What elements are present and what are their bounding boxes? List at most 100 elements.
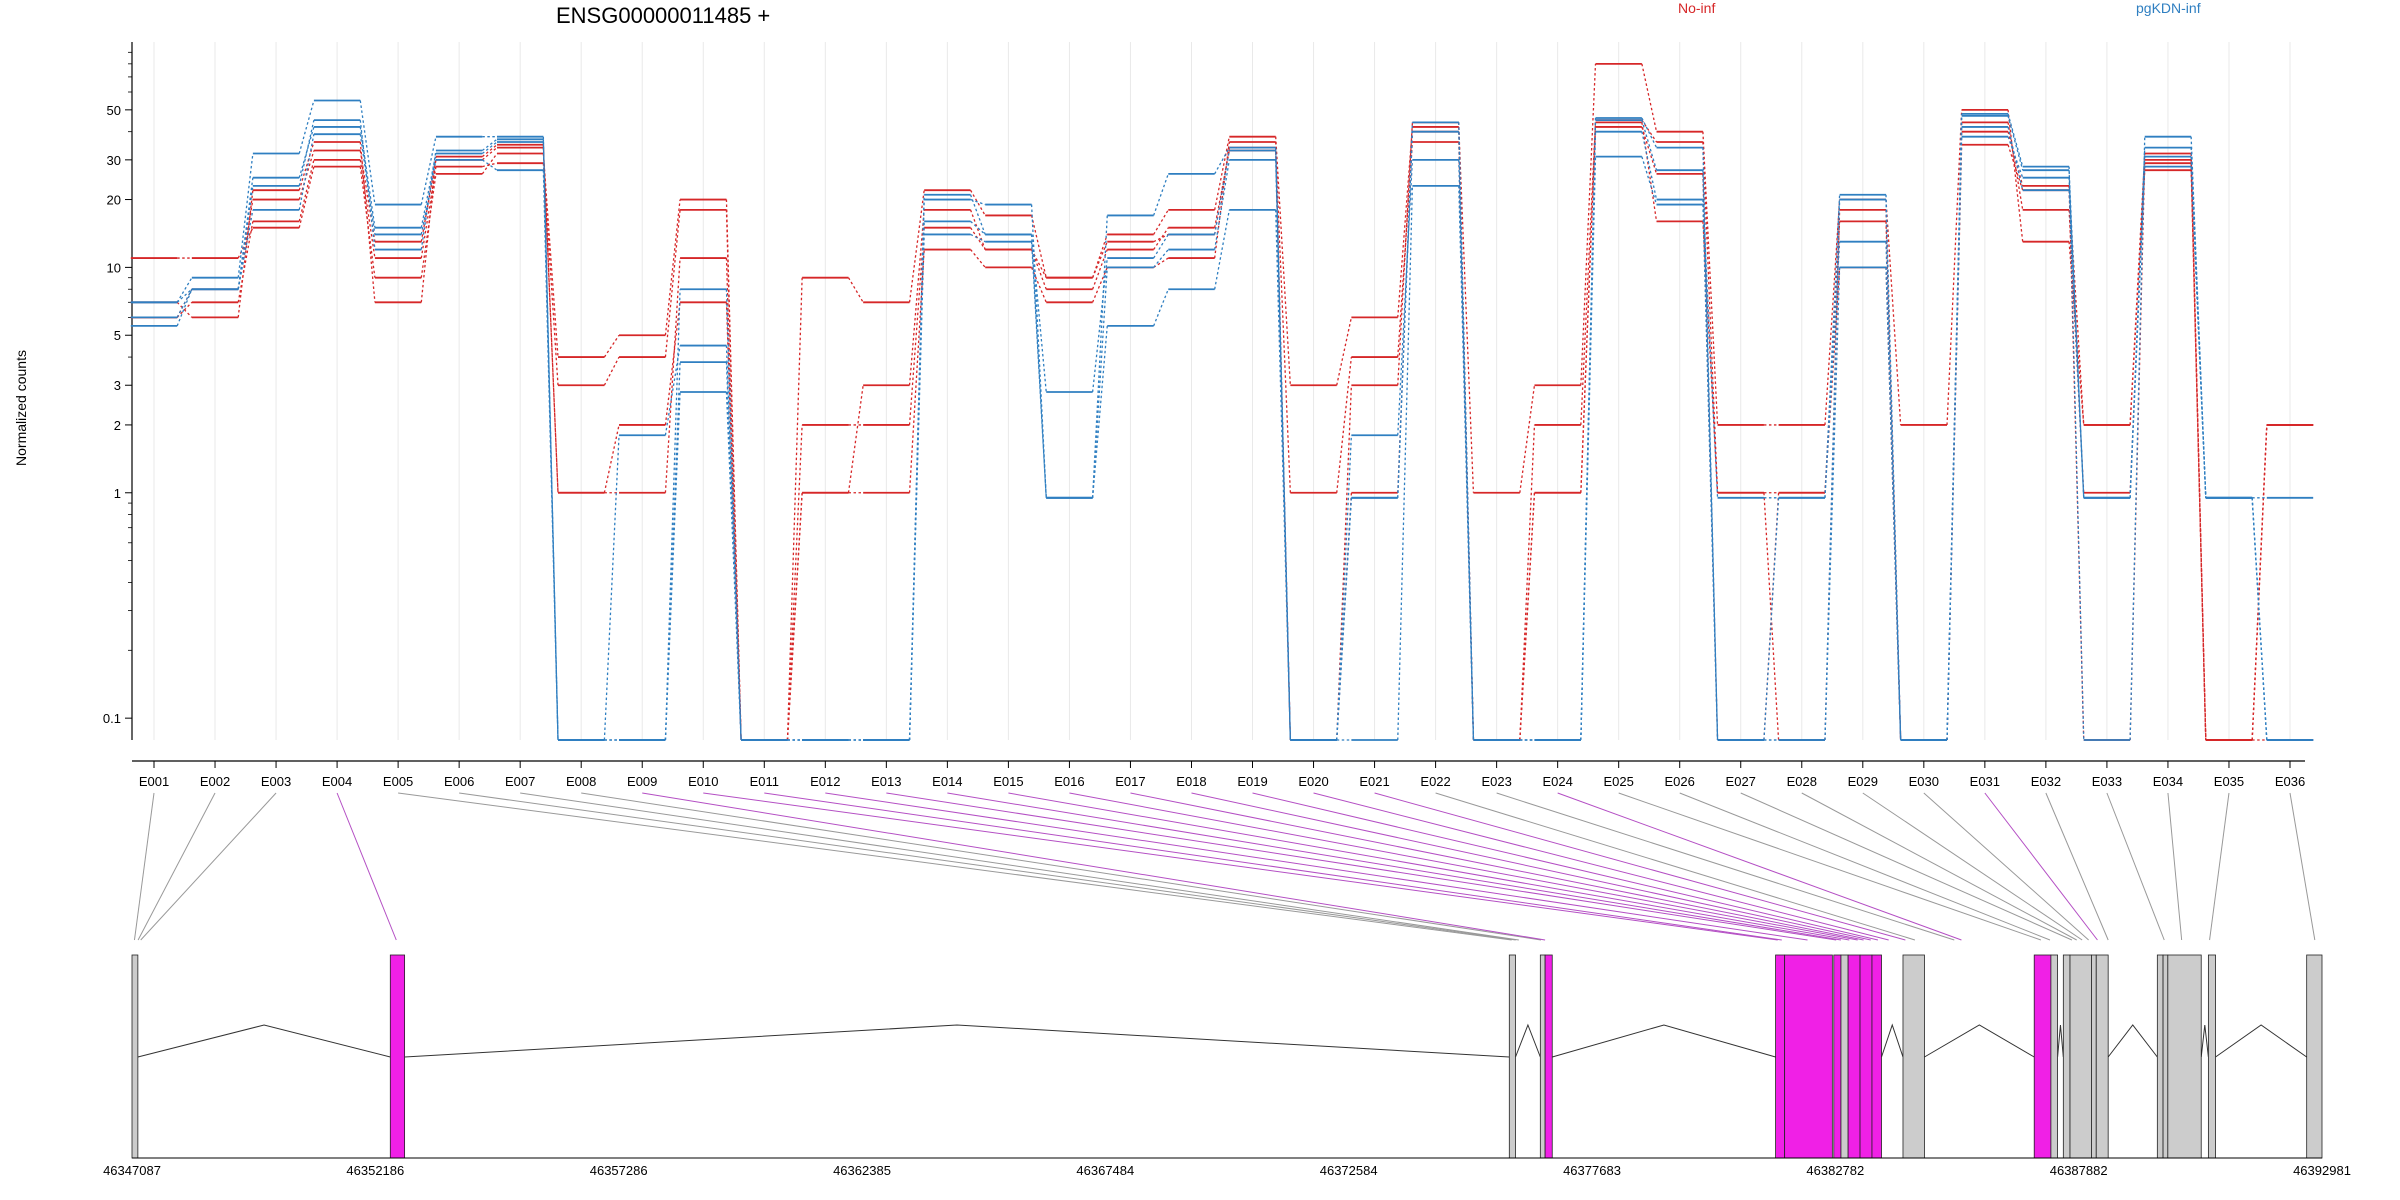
exon-block [2069,954,2092,1159]
series-transition [176,288,193,327]
series-transition [969,194,986,235]
series-transition [970,233,986,243]
x-tick-label: E022 [1420,774,1450,789]
series-transition [1153,173,1169,216]
genome-axis-label: 46367484 [1076,1163,1134,1178]
series-transition [2068,190,2085,498]
series-pgkdn-inf-7 [130,119,2314,741]
series-no-inf-2 [130,126,2314,741]
series-transition [359,120,376,250]
series-transition [1214,209,1230,290]
x-tick-label: E020 [1298,774,1328,789]
series-transition [481,144,498,158]
series-transition [1946,109,1963,425]
genome-axis-label: 46352186 [346,1163,404,1178]
exon-connector [336,792,397,941]
x-tick-label: E003 [261,774,291,789]
exon-connector [947,792,1842,941]
x-tick-label: E023 [1481,774,1511,789]
series-transition [420,150,437,250]
series-transition [1824,267,1841,741]
series-no-inf-3 [130,121,2314,741]
exon-connector [581,792,1542,941]
exon-connector [2106,792,2165,941]
x-tick-label: E002 [200,774,230,789]
series-transition [1153,209,1169,235]
series-transition [908,249,925,493]
series-transition [176,277,193,303]
series-transition [1702,170,1719,741]
exon-connector [137,792,216,941]
series-transition [2190,166,2207,498]
exon-connector [703,792,1778,941]
series-transition [908,227,925,425]
series-transition [1397,185,1414,741]
series-transition [1030,204,1047,498]
series-transition [1580,122,1597,493]
series-transition [1397,126,1414,318]
series-transition [1031,249,1047,278]
genome-axis-label: 46362385 [833,1163,891,1178]
genome-axis-label: 46392981 [2293,1163,2351,1178]
series-transition [1641,156,1658,205]
series-transition [1091,325,1108,498]
series-transition [298,120,315,186]
series-transition [1336,385,1353,741]
series-transition [1091,257,1108,393]
y-tick-label: 2 [114,418,121,433]
legend-pgkdn-inf: pgKDN-inf [2136,0,2201,16]
series-transition [1336,317,1353,386]
series-transition [2068,190,2085,425]
series-transition [298,166,315,228]
series-transition [1580,120,1597,425]
exon-block [2091,954,2097,1159]
series-transition [1641,119,1658,171]
exon-block [2162,954,2169,1159]
series-transition [1153,288,1169,327]
series-transition [1091,267,1108,498]
series-transition [1641,63,1658,132]
series-transition [237,153,254,278]
series-transition [237,190,254,318]
series-transition [1030,215,1047,278]
exon-connector [1008,792,1850,941]
legend-no-inf: No-inf [1678,0,1715,16]
y-axis: 0.1 1 2 3 5 10 20 30 50 [103,42,133,740]
series-transition [1946,126,1963,741]
series-pgkdn-inf-6 [130,133,2314,741]
series-transition [603,435,620,741]
grid-lines [153,42,2291,740]
series-transition [1214,141,1230,259]
exon-connector [1618,792,2042,941]
gene-model [131,954,2323,1159]
y-tick-label: 1 [114,486,121,501]
series-transition [847,385,864,493]
series-transition [1702,147,1719,741]
x-tick-label: E010 [688,774,718,789]
exon-block [1902,954,1925,1159]
series-transition [176,301,193,318]
genome-axis: 46347087 46352186 46357286 46362385 46367484… [103,1157,2351,1178]
series-transition [603,334,620,358]
intron-line [2057,1024,2064,1058]
exon-connector [1923,792,2089,941]
x-tick-label: E009 [627,774,657,789]
series-transition [481,153,498,175]
y-tick-label: 30 [107,153,121,168]
exon-block-highlighted [1833,954,1842,1159]
series-transition [1153,233,1169,243]
series-transition [1641,122,1658,222]
series-transition [725,391,742,741]
exon-block [1508,954,1516,1159]
exon-block [2095,954,2109,1159]
intron-line [1552,1024,1776,1058]
series-transition [969,209,986,250]
series-transition [1763,492,1780,741]
exon-connector [2167,792,2183,941]
intron-line [2107,1024,2158,1058]
series-transition [847,277,864,303]
x-tick-label: E017 [1115,774,1145,789]
intron-line [2215,1024,2307,1058]
series-transition [1092,267,1108,303]
